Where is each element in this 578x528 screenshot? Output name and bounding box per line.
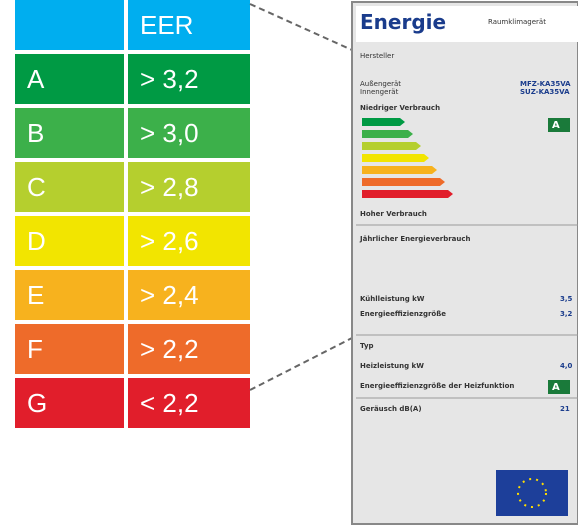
label-text: Heizleistung kW	[360, 362, 424, 370]
label-text: MFZ-KA35VA	[520, 80, 571, 88]
label-text: Geräusch dB(A)	[360, 405, 422, 413]
class-letter: B	[15, 108, 124, 158]
eer-threshold: < 2,2	[128, 378, 250, 428]
label-value: 4,0	[560, 362, 573, 370]
connector-top	[249, 3, 353, 51]
label-value: 3,2	[560, 310, 573, 318]
label-text: Typ	[360, 342, 374, 350]
class-letter: G	[15, 378, 124, 428]
eer-threshold: > 2,2	[128, 324, 250, 374]
class-letter: D	[15, 216, 124, 266]
label-value: 21	[560, 405, 570, 413]
eer-threshold: > 2,4	[128, 270, 250, 320]
label-text: SUZ-KA35VA	[520, 88, 570, 96]
label-text: Außengerät	[360, 80, 402, 88]
label-text: Innengerät	[360, 88, 399, 96]
label-text: Energieeffizienzgröße der Heizfunktion	[360, 382, 515, 390]
class-letter: C	[15, 162, 124, 212]
label-text: Niedriger Verbrauch	[360, 104, 441, 112]
class-letter: E	[15, 270, 124, 320]
class-letter: F	[15, 324, 124, 374]
label-header	[356, 6, 578, 42]
label-class: A	[552, 120, 560, 131]
class-letter: A	[15, 54, 124, 104]
label-class: A	[552, 382, 560, 393]
eer-threshold: > 3,0	[128, 108, 250, 158]
connector-bottom	[249, 337, 353, 391]
label-text: Hoher Verbrauch	[360, 210, 427, 218]
eer-threshold: > 2,8	[128, 162, 250, 212]
label-text: Energieeffizienzgröße	[360, 310, 447, 318]
label-text: Jährlicher Energieverbrauch	[360, 235, 471, 243]
label-arrows	[362, 118, 570, 516]
label-text: Kühlleistung kW	[360, 295, 425, 303]
label-product: Raumklimagerät	[488, 18, 546, 26]
header-blank	[15, 0, 124, 50]
eer-threshold: > 2,6	[128, 216, 250, 266]
label-text: Hersteller	[360, 52, 395, 60]
label-dividers	[356, 224, 578, 399]
energy-label	[351, 1, 578, 525]
header-eer: EER	[128, 0, 250, 50]
label-title: Energie	[360, 10, 447, 34]
eer-threshold: > 3,2	[128, 54, 250, 104]
label-value: 3,5	[560, 295, 573, 303]
